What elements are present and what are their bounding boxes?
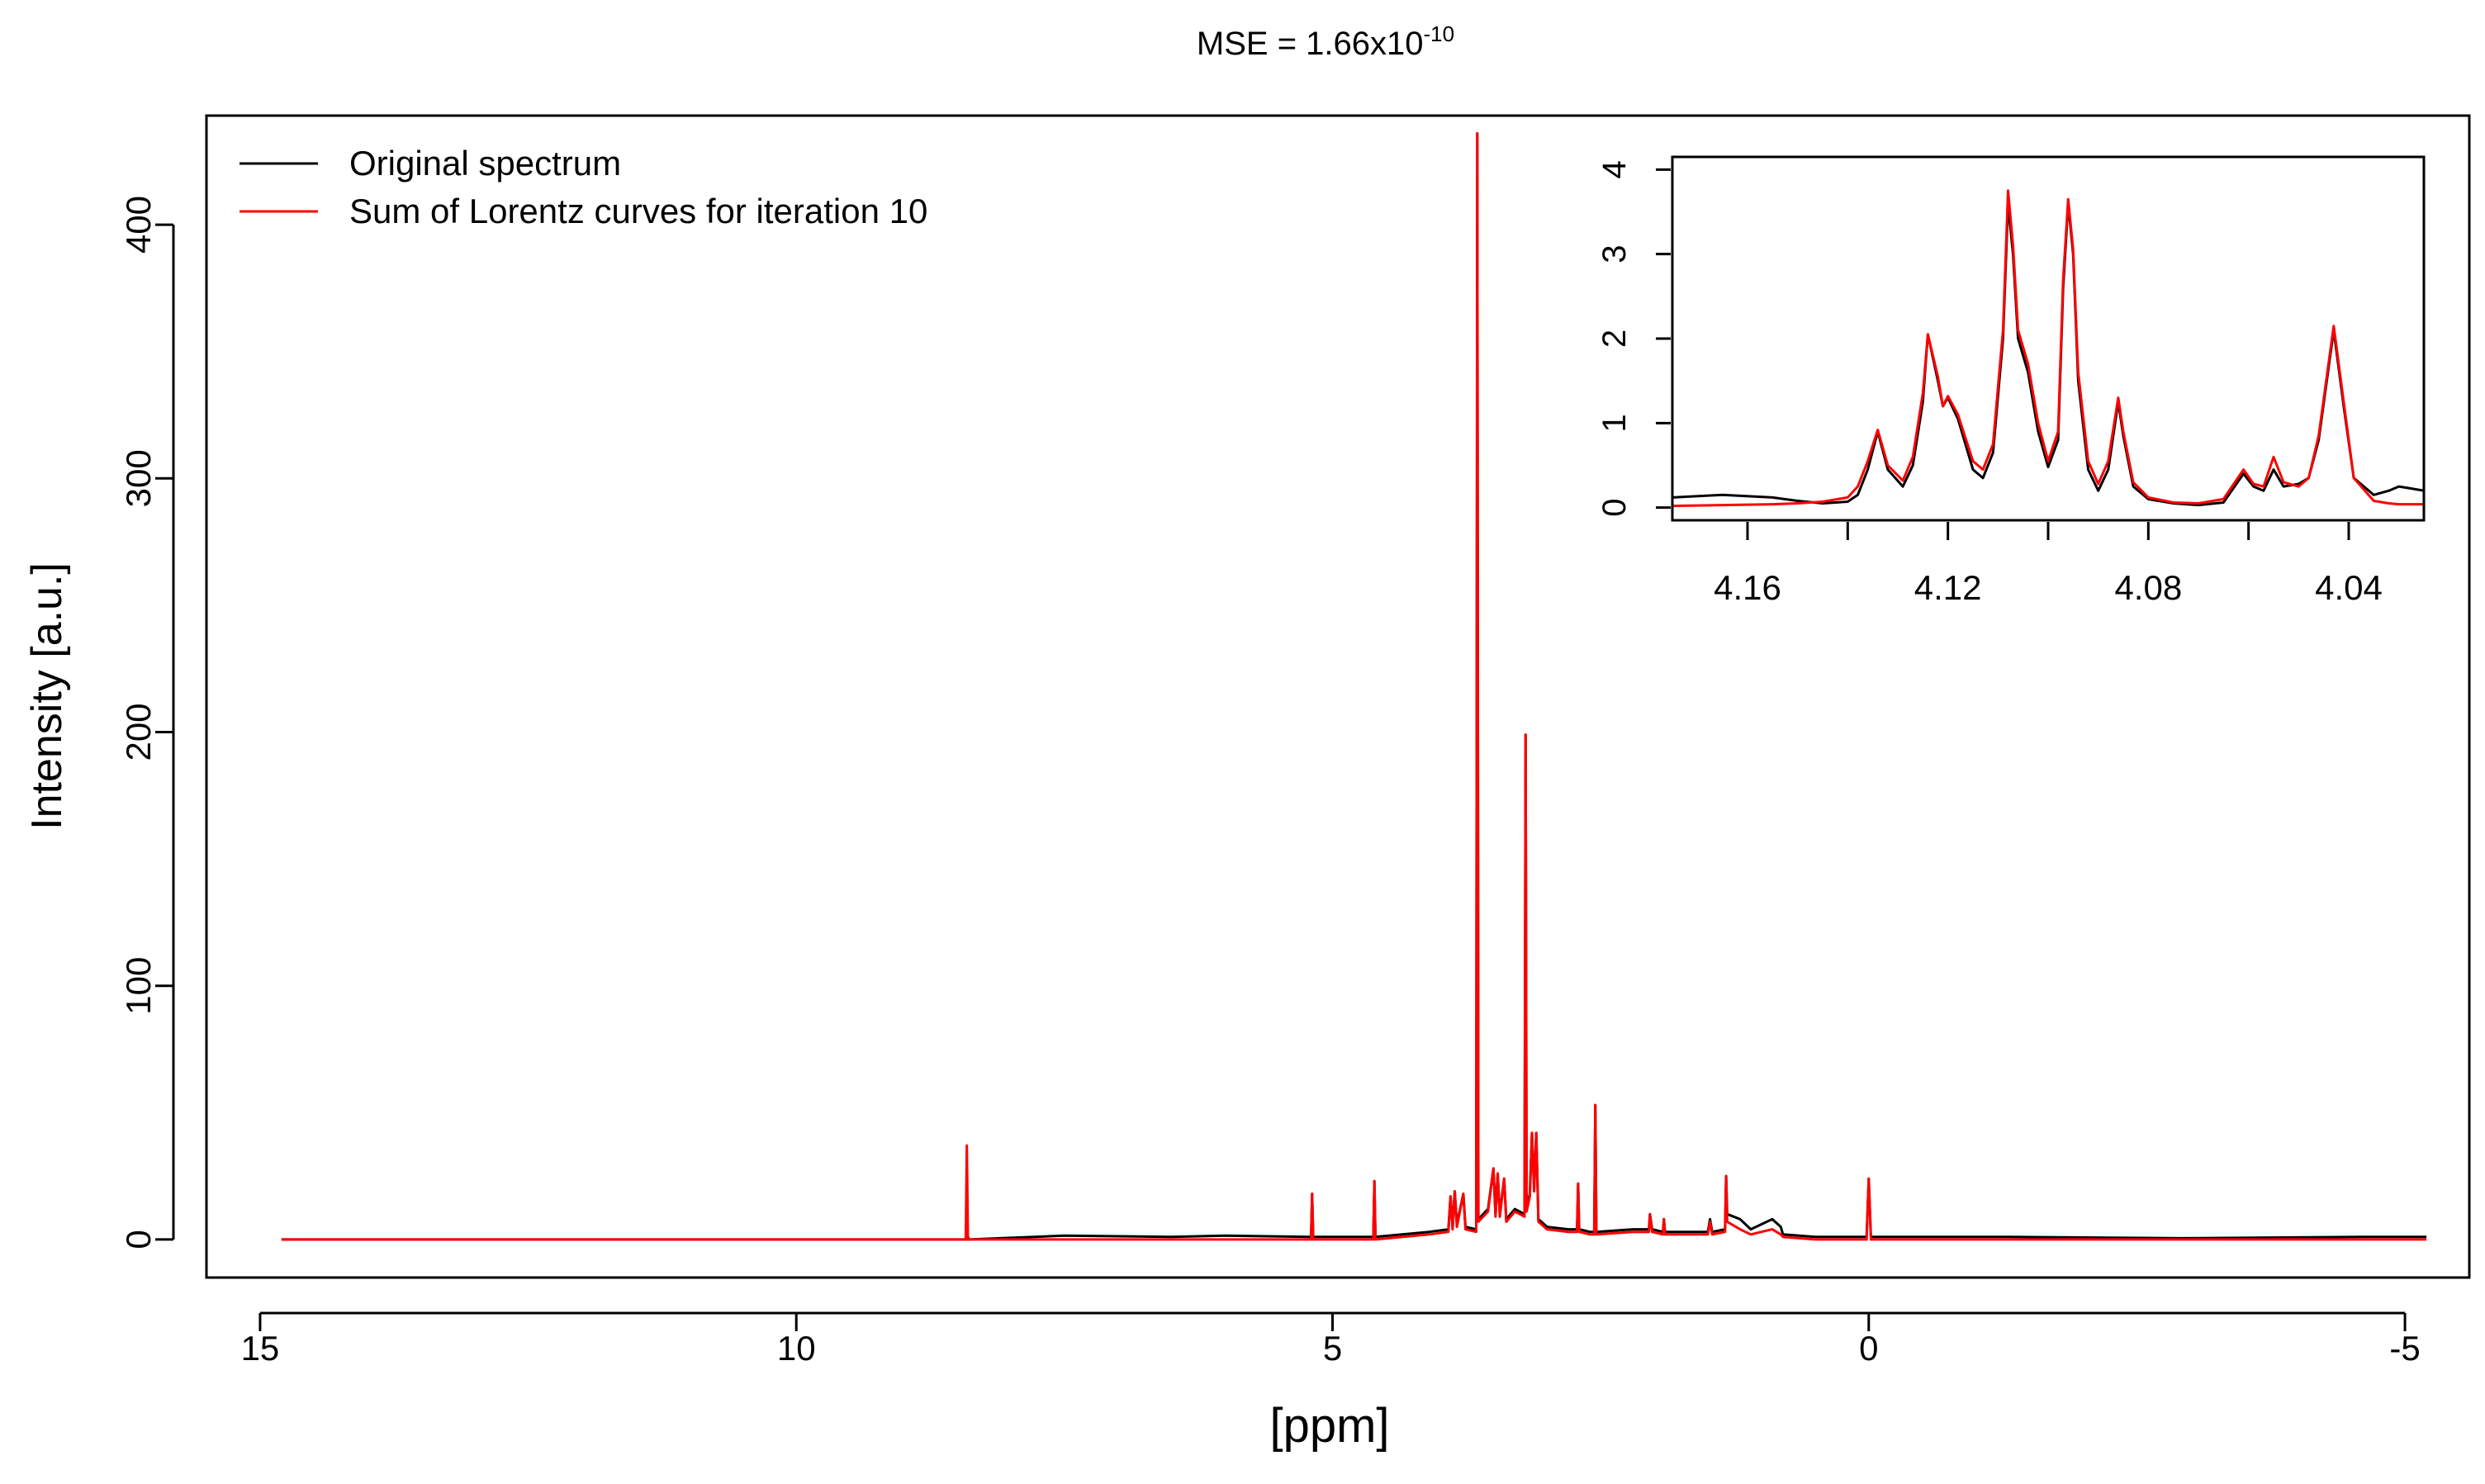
y-axis-label: Intensity [a.u.] — [23, 562, 71, 830]
main-plot-frame — [205, 114, 2471, 1279]
legend: Original spectrum Sum of Lorentz curves … — [239, 144, 927, 230]
x-tick-label: 0 — [1859, 1329, 1878, 1368]
inset-plot-frame — [1671, 155, 2426, 522]
main-series-group — [281, 132, 2427, 1241]
inset-y-tick-label: 2 — [1596, 330, 1633, 348]
inset-series-group — [1672, 189, 2424, 508]
chart-title-exponent: -10 — [1424, 21, 1455, 46]
inset-y-tick-label: 4 — [1596, 160, 1633, 178]
x-tick-label: 5 — [1323, 1329, 1342, 1368]
y-tick-label: 0 — [119, 1230, 158, 1249]
inset-y-tick-label: 0 — [1596, 499, 1633, 517]
x-tick-label: 15 — [241, 1329, 280, 1368]
inset-y-tick-label: 1 — [1596, 414, 1633, 432]
inset-x-tick-label: 4.16 — [1714, 568, 1781, 607]
y-tick-label: 200 — [119, 703, 158, 761]
y-tick-label: 300 — [119, 449, 158, 507]
chart-title-text: MSE = 1.66x10 — [1197, 26, 1424, 62]
inset-y-tick-label: 3 — [1596, 245, 1633, 263]
inset-x-tick-label: 4.04 — [2315, 568, 2383, 607]
legend-label-lorentz: Sum of Lorentz curves for iteration 10 — [349, 192, 927, 230]
inset-x-tick-label: 4.08 — [2114, 568, 2182, 607]
x-axis-label: [ppm] — [1269, 1399, 1389, 1453]
chart-title: MSE = 1.66x10-10 — [1197, 21, 1454, 62]
series-lorentz-sum — [281, 132, 2427, 1241]
y-tick-label: 400 — [119, 196, 158, 254]
legend-label-original: Original spectrum — [349, 144, 621, 183]
x-tick-label: -5 — [2389, 1329, 2420, 1368]
x-tick-label: 10 — [777, 1329, 816, 1368]
inset-axes: 0 1 2 3 4 4.16 4.12 4.08 4.04 — [1596, 160, 2383, 607]
inset-series-lorentz-sum — [1672, 189, 2424, 508]
y-tick-label: 100 — [119, 957, 158, 1015]
inset-x-tick-label: 4.12 — [1914, 568, 1982, 607]
